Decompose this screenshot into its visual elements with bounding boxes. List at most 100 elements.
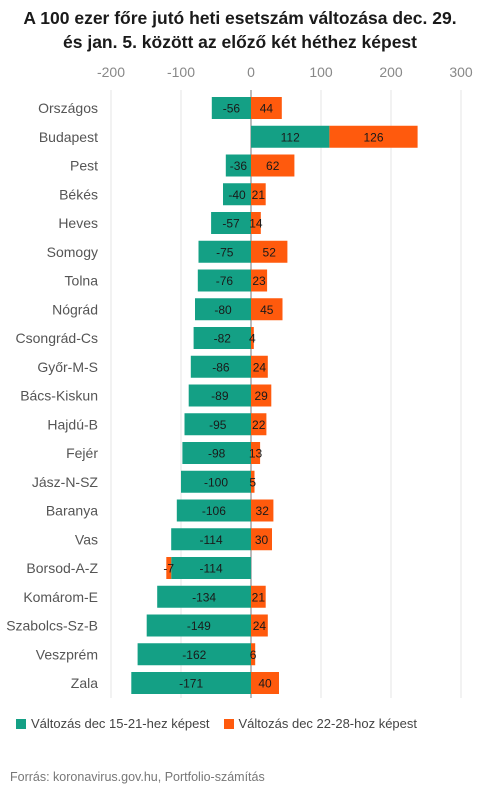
data-label: 40 <box>258 677 272 691</box>
bar-series-2 <box>251 614 268 637</box>
category-label: Nógrád <box>52 301 98 317</box>
data-label: -134 <box>192 590 216 604</box>
data-label: -149 <box>187 619 211 633</box>
bar-series-2 <box>251 269 268 292</box>
category-label: Budapest <box>39 129 98 145</box>
category-label: Tolna <box>65 273 99 289</box>
data-label: -95 <box>209 418 227 432</box>
bar-series-2 <box>251 643 256 666</box>
bar-series-1 <box>171 528 251 551</box>
category-label: Borsod-A-Z <box>26 560 98 576</box>
chart-title: A 100 ezer főre jutó heti esetszám válto… <box>0 6 480 54</box>
data-label: -40 <box>228 188 246 202</box>
bar-series-1 <box>188 384 251 407</box>
data-label: -57 <box>222 217 240 231</box>
category-label: Szabolcs-Sz-B <box>6 618 98 634</box>
bar-series-2 <box>251 355 268 378</box>
data-label: 62 <box>266 159 280 173</box>
data-label: 13 <box>249 447 263 461</box>
x-tick-label: -200 <box>97 64 125 80</box>
bar-series-2 <box>251 413 267 436</box>
data-label: 22 <box>252 418 266 432</box>
data-label: -86 <box>212 360 230 374</box>
data-label: -114 <box>200 533 223 547</box>
data-label: 21 <box>252 590 266 604</box>
legend-swatch-series-1 <box>16 718 26 729</box>
data-label: 24 <box>253 619 267 633</box>
bar-series-2 <box>251 442 261 464</box>
bar-series-2 <box>251 585 266 608</box>
bar-series-1 <box>190 355 251 378</box>
bar-series-2 <box>251 384 272 407</box>
bar-series-1 <box>197 269 251 292</box>
legend-label-series-2: Változás dec 22-28-hoz képest <box>238 716 418 731</box>
bar-series-1 <box>251 125 330 148</box>
bar-series-2 <box>251 327 254 349</box>
data-label: 21 <box>252 188 266 202</box>
bar-series-2 <box>251 154 295 177</box>
bar-series-2 <box>251 298 283 321</box>
bar-chart: -200 -100 0 100 200 300 Országos Budapest Pest B… <box>6 64 473 698</box>
bar-series-1 <box>131 672 251 694</box>
bar-series-1 <box>182 442 251 464</box>
bar-series-2 <box>251 528 272 551</box>
category-label: Bács-Kiskun <box>20 388 98 404</box>
bar-series-1 <box>211 212 251 234</box>
x-axis-ticks: -200 -100 0 100 200 300 <box>97 64 473 80</box>
chart-title-line-1: A 100 ezer főre jutó heti esetszám válto… <box>23 8 457 28</box>
category-label: Vas <box>75 531 98 547</box>
data-label: -75 <box>216 245 234 259</box>
x-tick-label: 200 <box>379 64 403 80</box>
source-note: Forrás: koronavirus.gov.hu, Portfolio-sz… <box>10 770 265 784</box>
data-label: 4 <box>249 332 256 346</box>
data-label: -106 <box>202 504 226 518</box>
legend-item-series-1: Változás dec 15-21-hez képest <box>16 716 210 731</box>
bar-series-1 <box>211 97 251 119</box>
data-label: -162 <box>182 648 206 662</box>
x-tick-label: -100 <box>167 64 195 80</box>
x-tick-label: 100 <box>309 64 333 80</box>
category-labels: Országos Budapest Pest Békés Heves Somogy Toln… <box>6 100 98 691</box>
data-label: -171 <box>179 677 203 691</box>
legend-item-series-2: Változás dec 22-28-hoz képest <box>223 716 418 731</box>
data-label: -82 <box>214 332 232 346</box>
bar-series-2 <box>251 672 279 694</box>
bar-series-1 <box>193 327 251 349</box>
chart-title-line-2: és jan. 5. között az előző két héthez ké… <box>63 32 417 52</box>
data-label: 6 <box>250 648 257 662</box>
data-label: 52 <box>263 245 277 259</box>
category-label: Fejér <box>66 445 98 461</box>
data-label: 45 <box>260 303 274 317</box>
bar-series-2 <box>251 240 288 263</box>
bar-series-2 <box>251 212 261 234</box>
bar-series-1 <box>198 240 251 263</box>
bar-series-2 <box>251 499 274 522</box>
bar-series-1 <box>225 154 251 177</box>
data-label: 126 <box>363 130 383 144</box>
data-label: -98 <box>208 447 226 461</box>
bar-series-1 <box>184 413 251 436</box>
category-label: Országos <box>38 100 98 116</box>
data-label: -80 <box>214 303 232 317</box>
legend-swatch-series-2 <box>223 718 234 729</box>
bar-series-1 <box>146 614 251 637</box>
data-label: -76 <box>216 274 234 288</box>
category-label: Veszprém <box>36 646 98 662</box>
category-label: Baranya <box>46 503 98 519</box>
category-label: Somogy <box>47 244 98 260</box>
data-label: -100 <box>204 475 228 489</box>
bar-series-2 <box>251 470 255 493</box>
bar-series-2 <box>166 557 172 579</box>
bar-series-1 <box>171 557 251 579</box>
bars <box>131 97 418 694</box>
category-label: Zala <box>71 675 98 691</box>
x-tick-label: 0 <box>247 64 255 80</box>
x-tick-label: 300 <box>449 64 473 80</box>
category-label: Heves <box>58 215 98 231</box>
data-label: -89 <box>211 389 229 403</box>
data-label: 29 <box>254 389 268 403</box>
data-label: -7 <box>163 562 174 576</box>
bar-series-2 <box>329 125 418 148</box>
category-label: Komárom-E <box>23 589 98 605</box>
